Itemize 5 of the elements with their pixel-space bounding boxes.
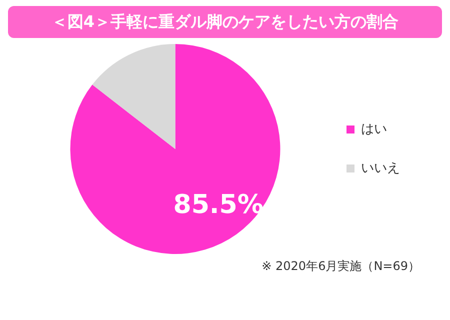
data-label: 85.5% bbox=[173, 190, 264, 220]
legend-label: いいえ bbox=[361, 160, 400, 176]
text: ※ 2020年6月実施（N=69） bbox=[260, 258, 420, 275]
legend-label: はい bbox=[361, 122, 387, 137]
chart-title: ＜図4＞手軽に重ダル脚のケアをしたい方の割合 bbox=[8, 6, 442, 38]
